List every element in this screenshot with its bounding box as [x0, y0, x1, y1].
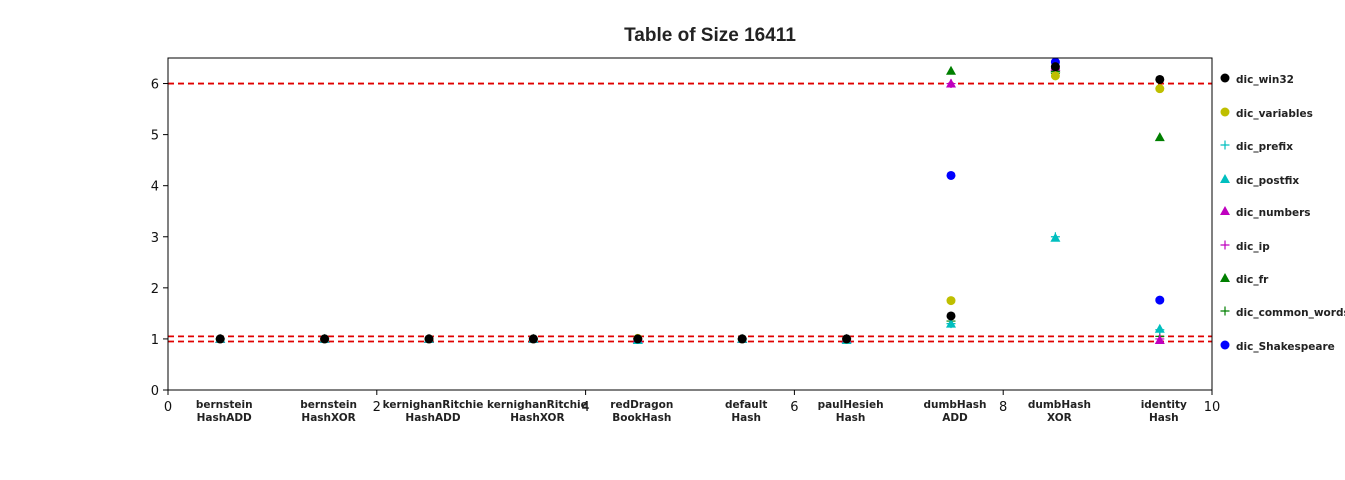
category-label-line2: Hash — [731, 412, 761, 424]
legend-marker-circle — [1220, 107, 1230, 117]
legend-marker-circle — [1220, 340, 1230, 350]
legend-marker-plus — [1220, 306, 1230, 316]
data-point-dic-prefix — [1050, 232, 1060, 242]
legend-item: dic_postfix — [1220, 174, 1299, 187]
data-point-dic-variables — [946, 296, 956, 306]
y-axis: 0 1 2 3 4 5 6 — [151, 78, 168, 399]
x-tick-label: 6 — [790, 400, 798, 415]
category-label-line2: Hash — [1149, 412, 1179, 424]
category-label-line2: HashXOR — [301, 412, 355, 424]
category-label-line2: BookHash — [612, 412, 671, 424]
data-point-dic-shakespeare — [946, 170, 956, 180]
legend-marker-plus — [1220, 140, 1230, 150]
x-tick-label: 4 — [581, 400, 589, 415]
data-point-dic-numbers — [1154, 334, 1165, 344]
legend-label: dic_postfix — [1236, 175, 1299, 187]
data-point-dic-win32 — [633, 334, 643, 344]
category-label-line1: redDragon — [610, 399, 673, 411]
x-tick-label: 2 — [373, 400, 381, 415]
category-label-line1: bernstein — [196, 399, 253, 411]
legend-label: dic_common_words — [1236, 307, 1345, 319]
legend-item: dic_prefix — [1220, 140, 1293, 153]
data-point-dic-win32 — [737, 334, 747, 344]
category-label-line1: default — [725, 399, 767, 411]
legend-marker-triangle — [1220, 273, 1230, 282]
legend-label: dic_Shakespeare — [1236, 341, 1335, 353]
legend-label: dic_win32 — [1236, 74, 1294, 86]
y-tick-label: 6 — [151, 78, 159, 93]
data-point-dic-prefix — [946, 319, 956, 329]
legend-label: dic_prefix — [1236, 141, 1293, 153]
legend-label: dic_numbers — [1236, 207, 1311, 219]
data-point-dic-win32 — [1155, 74, 1165, 84]
data-point-dic-win32 — [842, 334, 852, 344]
y-tick-label: 3 — [151, 231, 159, 246]
legend-item: dic_win32 — [1220, 73, 1294, 86]
data-point-dic-win32 — [424, 334, 434, 344]
data-point-dic-fr — [1154, 132, 1165, 142]
x-tick-label: 10 — [1204, 400, 1221, 415]
category-label-line2: HashXOR — [510, 412, 564, 424]
legend-item: dic_ip — [1220, 240, 1270, 253]
category-label-line1: paulHesieh — [818, 399, 884, 411]
plot-area — [167, 57, 1213, 391]
legend-label: dic_ip — [1236, 241, 1270, 253]
category-label-line2: XOR — [1047, 412, 1072, 424]
legend: dic_win32 dic_variables dic_prefix dic_post… — [1220, 73, 1345, 353]
data-point-dic-variables — [1155, 84, 1165, 94]
reference-lines — [168, 82, 1212, 343]
legend-marker-triangle — [1220, 206, 1230, 215]
data-point-dic-win32 — [528, 334, 538, 344]
legend-item: dic_variables — [1220, 107, 1313, 120]
data-point-dic-shakespeare — [1155, 295, 1165, 305]
category-label-line2: HashADD — [197, 412, 252, 424]
data-point-dic-win32 — [1050, 62, 1060, 72]
data-point-dic-win32 — [320, 334, 330, 344]
legend-label: dic_variables — [1236, 108, 1313, 120]
legend-item: dic_common_words — [1220, 306, 1345, 319]
data-point-dic-prefix — [1155, 325, 1165, 335]
category-label-line2: ADD — [942, 412, 968, 424]
legend-item: dic_fr — [1220, 273, 1269, 286]
data-point-dic-fr — [946, 65, 956, 75]
data-point-dic-variables — [1050, 71, 1060, 81]
legend-marker-triangle — [1220, 174, 1230, 183]
legend-item: dic_Shakespeare — [1220, 340, 1335, 353]
legend-item: dic_numbers — [1220, 206, 1311, 219]
data-point-dic-numbers — [946, 78, 956, 88]
data-points — [215, 57, 1165, 344]
category-labels: bernsteinHashADDbernsteinHashXORkernigha… — [196, 399, 1187, 424]
x-tick-label: 0 — [164, 400, 172, 415]
chart-title: Table of Size 16411 — [624, 25, 796, 46]
category-label-line2: HashADD — [405, 412, 460, 424]
category-label-line1: dumbHash — [923, 399, 986, 411]
y-tick-label: 2 — [151, 282, 159, 297]
category-label-line1: kernighanRitchie — [383, 399, 484, 411]
y-tick-label: 0 — [151, 384, 159, 399]
legend-marker-circle — [1220, 73, 1230, 83]
y-tick-label: 5 — [151, 129, 159, 144]
legend-label: dic_fr — [1236, 274, 1269, 286]
category-label-line2: Hash — [836, 412, 866, 424]
category-label-line1: dumbHash — [1028, 399, 1091, 411]
legend-marker-plus — [1220, 240, 1230, 250]
data-point-dic-win32 — [946, 311, 956, 321]
data-point-dic-win32 — [215, 334, 225, 344]
category-label-line1: kernighanRitchie — [487, 399, 588, 411]
y-tick-label: 1 — [151, 333, 159, 348]
x-axis: 0 2 4 6 8 10 — [164, 390, 1220, 415]
category-label-line1: identity — [1141, 399, 1187, 411]
y-tick-label: 4 — [151, 180, 159, 195]
category-label-line1: bernstein — [300, 399, 357, 411]
x-tick-label: 8 — [999, 400, 1007, 415]
